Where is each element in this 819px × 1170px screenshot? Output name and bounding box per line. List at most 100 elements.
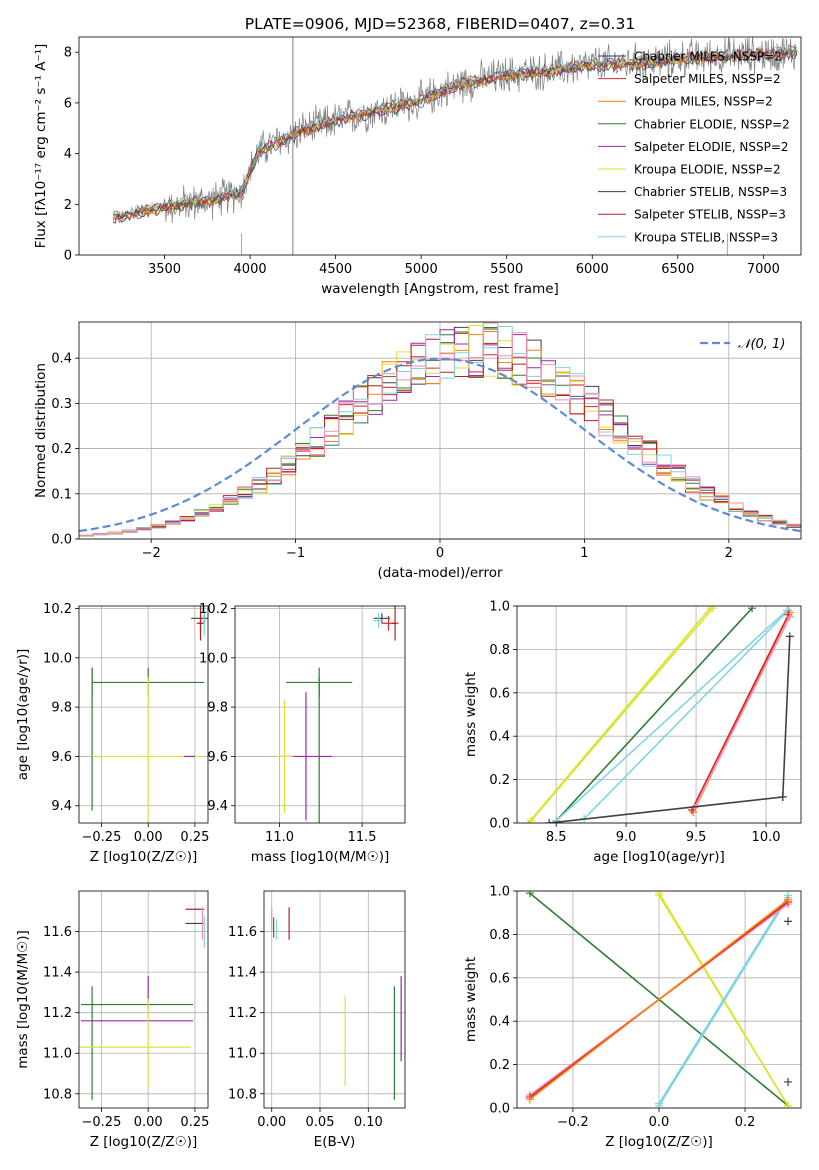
errorbar-point	[198, 606, 203, 641]
x-axis-label: Z [log10(Z/Z☉)]	[90, 849, 198, 865]
x-tick-label: 5500	[490, 262, 523, 277]
x-tick-label: 9.5	[686, 830, 707, 845]
x-tick-label: 0.2	[735, 1115, 756, 1130]
y-tick-label: 0.4	[51, 352, 72, 367]
plus-marker	[655, 1101, 663, 1108]
model-spectrum-line	[112, 48, 798, 221]
mass-weight-line	[583, 609, 789, 820]
y-tick-label: 1.0	[489, 600, 510, 615]
plus-marker	[778, 792, 787, 801]
x-tick-label: 0.25	[180, 1115, 209, 1130]
plus-marker	[525, 1095, 534, 1104]
mass_vs_Z-plot-area	[79, 907, 205, 1100]
legend-label: Kroupa ELODIE, NSSP=2	[634, 163, 781, 177]
plus-marker	[784, 1077, 793, 1086]
x-tick-label: 4000	[234, 262, 267, 277]
y-tick-label: 11.4	[228, 966, 257, 981]
x-axis-label: age [log10(age/yr)]	[593, 849, 725, 865]
x-tick-label: 0.00	[134, 830, 163, 845]
axes-frame	[78, 321, 802, 540]
legend-label: Chabrier STELIB, NSSP=3	[634, 185, 787, 199]
residual-legend: 𝒩(0, 1)	[700, 337, 785, 352]
x-axis-label: Z [log10(Z/Z☉)]	[90, 1134, 198, 1150]
axes-age_vs_Z: −0.25 0.00 0.25 9.4 9.6 9.8 10.0 10.2 Z [log10(Z…	[15, 602, 209, 865]
y-tick-label: 0.2	[489, 773, 510, 788]
mass_vs_ebv-plot-area	[271, 907, 402, 1100]
y-tick-label: 0.0	[489, 1102, 510, 1117]
plus-marker	[708, 606, 717, 613]
mass-weight-line	[530, 607, 714, 822]
y-axis-label: Flux [fλ10⁻¹⁷ erg cm⁻² s⁻¹ A⁻¹]	[33, 44, 49, 249]
x-tick-label: 11.0	[265, 830, 294, 845]
legend-label: Salpeter STELIB, NSSP=3	[634, 208, 786, 222]
mass-weight-line	[555, 607, 753, 822]
x-tick-label: −0.25	[82, 830, 122, 845]
plus-marker	[655, 891, 663, 900]
y-tick-label: 4	[64, 147, 72, 162]
plus-marker	[748, 606, 757, 613]
mass-weight-line	[555, 609, 788, 822]
y-axis-label: mass weight	[463, 672, 479, 757]
axes-weight_vs_age: 8.5 9.0 9.5 10.0 0.0 0.2 0.4 0.6 0.8 1.0 age [log1…	[463, 600, 802, 865]
figure-title: PLATE=0906, MJD=52368, FIBERID=0407, z=0…	[245, 15, 635, 33]
errorbar-point	[373, 613, 391, 624]
y-tick-label: 10.8	[228, 1087, 257, 1102]
y-tick-label: 9.4	[51, 799, 72, 814]
plus-marker	[784, 1101, 793, 1108]
x-tick-label: −2	[142, 546, 161, 561]
model-spectrum-line	[112, 44, 798, 219]
y-tick-label: 1.0	[489, 885, 510, 900]
legend-label: Kroupa MILES, NSSP=2	[634, 95, 773, 109]
axes-age_vs_mass: 11.0 11.5 9.4 9.6 9.8 10.0 10.2 mass [log10(M/M…	[199, 602, 406, 865]
x-axis-label: (data-model)/error	[377, 565, 503, 581]
y-tick-label: 11.6	[228, 925, 257, 940]
age_vs_Z-plot-area	[91, 606, 208, 823]
y-tick-label: 6	[64, 96, 72, 111]
x-tick-label: 7000	[747, 262, 780, 277]
x-axis-label: wavelength [Angstrom, rest frame]	[321, 281, 559, 297]
x-axis-label: Z [log10(Z/Z☉)]	[605, 1134, 713, 1150]
y-tick-label: 10.0	[43, 651, 72, 666]
y-axis-label: Normed distribution	[33, 363, 49, 498]
legend-label: 𝒩(0, 1)	[738, 337, 785, 352]
x-tick-label: 0.05	[306, 1115, 335, 1130]
x-tick-label: 3500	[148, 262, 181, 277]
model-spectrum-line	[113, 48, 798, 220]
x-tick-label: 2	[725, 546, 733, 561]
y-tick-label: 0.0	[51, 533, 72, 548]
plus-marker	[785, 612, 794, 621]
x-tick-label: 11.5	[348, 830, 377, 845]
legend-label: Chabrier ELODIE, NSSP=2	[634, 117, 790, 131]
y-tick-label: 9.8	[207, 701, 228, 716]
y-tick-label: 10.8	[43, 1087, 72, 1102]
x-tick-label: 9.0	[616, 830, 637, 845]
x-tick-label: 0.00	[134, 1115, 163, 1130]
errorbar-point	[373, 613, 384, 629]
y-tick-label: 0	[64, 249, 72, 264]
y-tick-label: 9.6	[51, 750, 72, 765]
y-tick-label: 0.8	[489, 643, 510, 658]
axes-frame	[263, 890, 406, 1109]
normal-reference-curve	[79, 357, 801, 533]
x-tick-label: 1	[580, 546, 588, 561]
legend-label: Kroupa STELIB, NSSP=3	[634, 230, 778, 244]
y-tick-label: 0.4	[489, 1015, 510, 1030]
legend-label: Salpeter ELODIE, NSSP=2	[634, 140, 789, 154]
axes-frame	[234, 605, 406, 824]
y-axis-label: mass [log10(M/M☉)]	[15, 930, 31, 1069]
axes-frame	[516, 890, 802, 1109]
residual-histogram-step	[79, 322, 801, 536]
mass-weight-line	[658, 897, 789, 1107]
y-tick-label: 10.2	[43, 602, 72, 617]
axes-frame	[78, 890, 209, 1109]
mass-weight-line	[782, 636, 791, 798]
mass-weight-line	[691, 614, 790, 811]
y-tick-label: 11.2	[43, 1006, 72, 1021]
residuals-plot-area	[79, 322, 801, 537]
spectrum-plot-area	[112, 37, 798, 255]
errorbar-point	[391, 606, 399, 641]
x-tick-label: 0.00	[257, 1115, 286, 1130]
x-tick-label: 6500	[661, 262, 694, 277]
axes-mass_vs_ebv: 0.00 0.05 0.10 10.8 11.0 11.2 11.4 11.6 E(B-V)	[228, 890, 406, 1150]
